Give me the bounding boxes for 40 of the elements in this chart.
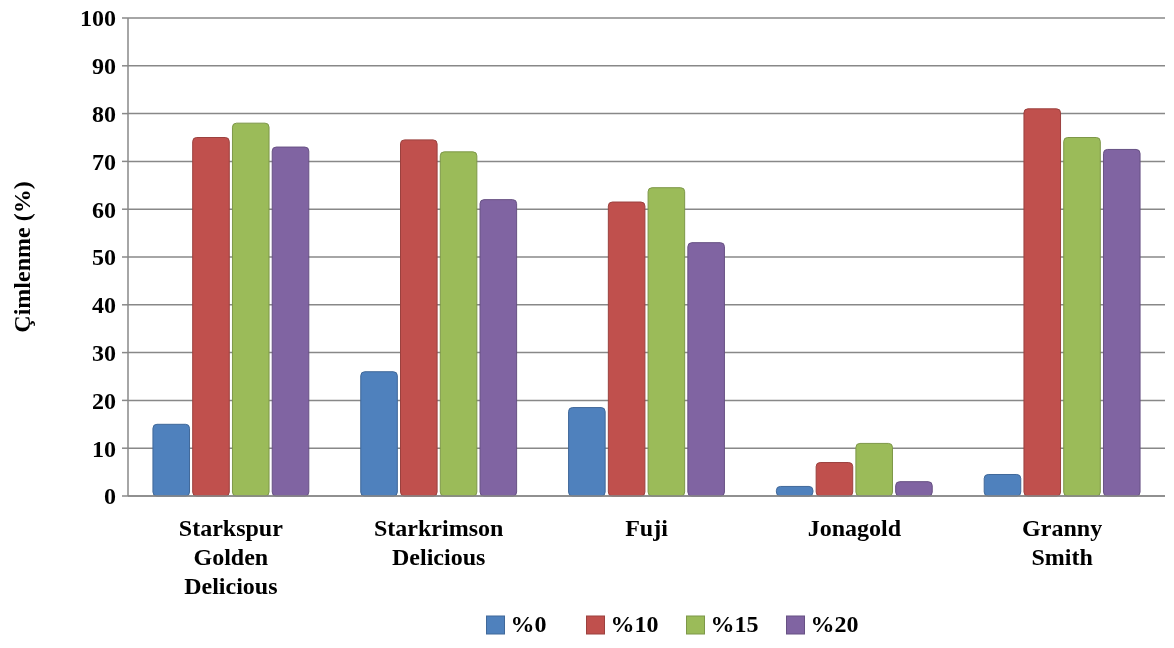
bar [568, 407, 606, 497]
bar [479, 199, 518, 497]
y-tick-label: 60 [92, 196, 116, 223]
bar [152, 423, 191, 497]
y-tick-label: 40 [92, 292, 116, 319]
legend-label: %0 [510, 611, 547, 637]
bar [1023, 108, 1062, 497]
bar [400, 139, 438, 497]
bar [439, 151, 478, 497]
x-tick-label: Granny Smith [1022, 515, 1103, 570]
legend-label: %10 [610, 611, 659, 637]
y-tick-label: 30 [92, 340, 116, 366]
bar [895, 481, 933, 497]
y-tick-label: 0 [104, 483, 116, 510]
bar [815, 462, 854, 497]
y-tick-label: 80 [92, 101, 116, 127]
bar [1063, 137, 1101, 497]
bar [855, 442, 893, 497]
y-axis-title: Çimlenme (%) [9, 181, 35, 333]
x-tick-label: Fuji [625, 515, 669, 541]
bar [607, 201, 646, 497]
bar [687, 242, 725, 497]
bar [231, 122, 270, 497]
y-tick-label: 100 [80, 5, 116, 32]
y-tick-label: 20 [92, 387, 116, 414]
x-tick-label: Starkspur Golden Delicious [178, 515, 284, 599]
legend-label: %15 [710, 611, 759, 637]
bar [271, 146, 310, 497]
bar [983, 473, 1022, 497]
bar [192, 137, 230, 497]
y-tick-label: 10 [92, 435, 116, 462]
y-tick-label: 70 [92, 148, 116, 175]
bar [360, 371, 398, 497]
y-tick-label: 50 [92, 244, 116, 271]
bar [647, 187, 686, 497]
legend-label: %20 [810, 611, 859, 637]
x-tick-label: Jonagold [807, 515, 902, 541]
x-tick-label: Starkrimson Delicious [374, 515, 504, 570]
y-tick-label: 90 [92, 53, 116, 80]
bar [1102, 148, 1141, 497]
